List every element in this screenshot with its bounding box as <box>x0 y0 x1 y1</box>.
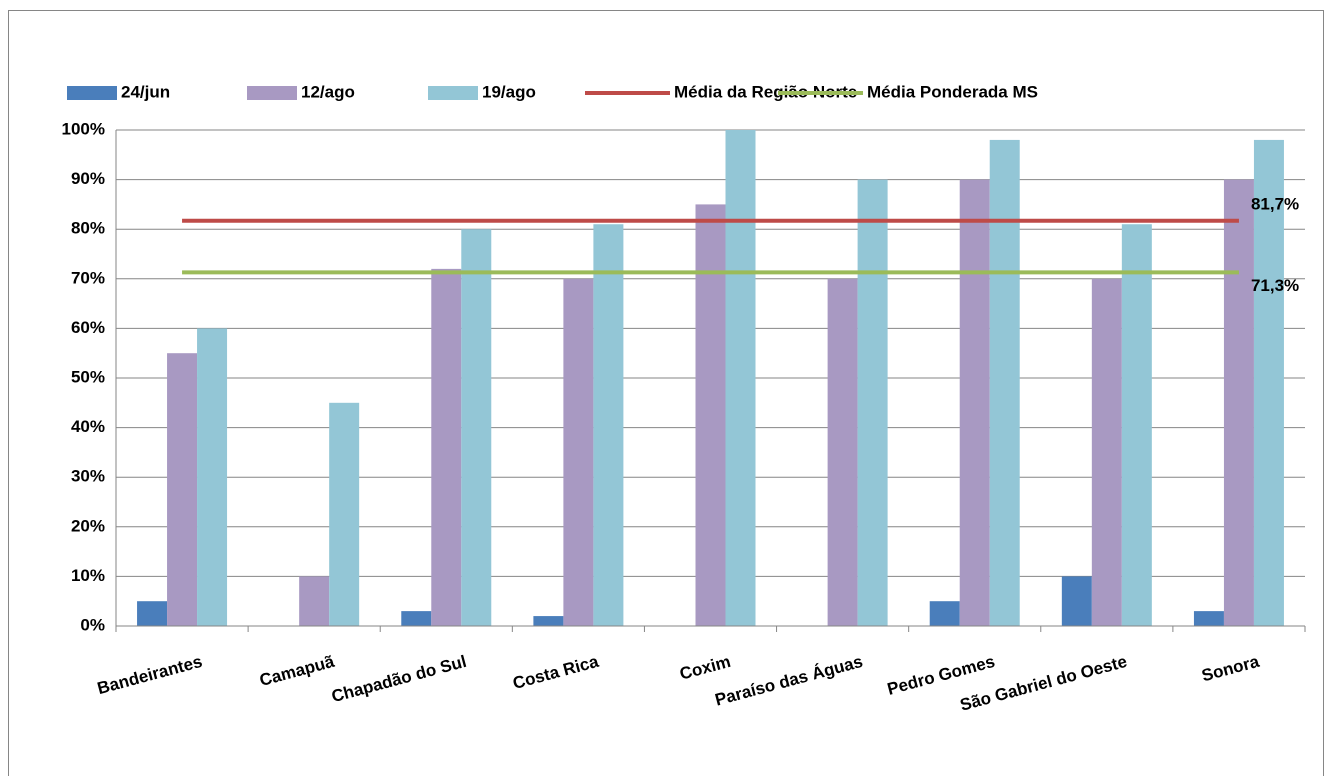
y-tick-label: 60% <box>71 318 105 337</box>
bar <box>431 268 462 626</box>
y-tick-label: 90% <box>71 169 105 188</box>
y-tick-label: 100% <box>62 119 105 138</box>
bar <box>197 328 228 626</box>
bar <box>1091 278 1122 626</box>
legend-label: 12/ago <box>301 82 355 101</box>
bar <box>533 616 564 626</box>
bar <box>299 576 330 626</box>
y-tick-label: 0% <box>80 615 105 634</box>
bar <box>563 278 594 626</box>
y-tick-label: 20% <box>71 516 105 535</box>
bar <box>989 139 1020 627</box>
bar <box>857 179 888 626</box>
y-tick-label: 50% <box>71 367 105 386</box>
legend-label: 24/jun <box>121 82 170 101</box>
line-value-label: 71,3% <box>1251 276 1299 295</box>
y-tick-label: 40% <box>71 417 105 436</box>
legend-label: 19/ago <box>482 82 536 101</box>
legend-swatch <box>428 86 478 100</box>
bar <box>1193 611 1224 626</box>
bar <box>1121 224 1152 627</box>
bar <box>461 229 492 626</box>
bar <box>1061 576 1092 626</box>
bar <box>1253 139 1284 627</box>
legend-swatch <box>247 86 297 100</box>
bar <box>695 204 726 626</box>
bar <box>593 224 624 627</box>
bar <box>959 179 990 626</box>
y-tick-label: 80% <box>71 219 105 238</box>
y-tick-label: 30% <box>71 467 105 486</box>
line-value-label: 81,7% <box>1251 194 1299 213</box>
bar <box>137 601 168 626</box>
bar <box>329 402 360 626</box>
y-tick-label: 10% <box>71 566 105 585</box>
bar <box>725 130 756 626</box>
legend-swatch <box>67 86 117 100</box>
y-tick-label: 70% <box>71 268 105 287</box>
bar <box>1223 179 1254 626</box>
bar <box>827 278 858 626</box>
legend-label: Média da Região Norte <box>674 82 857 101</box>
legend-label: Média Ponderada MS <box>867 82 1038 101</box>
bar <box>167 353 198 626</box>
bar <box>401 611 432 626</box>
bar <box>929 601 960 626</box>
